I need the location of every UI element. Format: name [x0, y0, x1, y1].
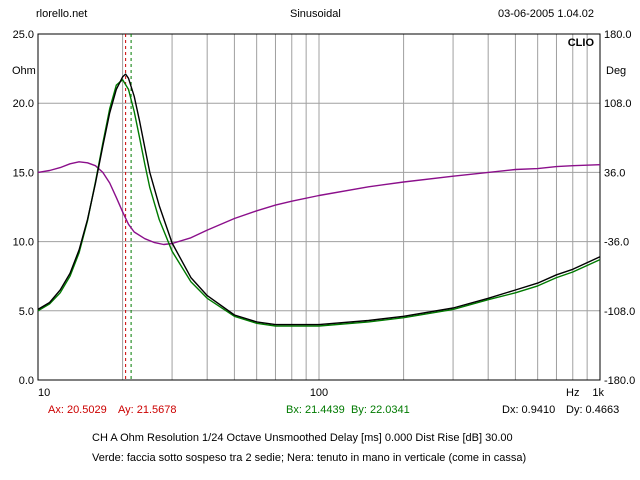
y-right-tick-label: -36.0 — [604, 237, 629, 249]
y-right-tick-label: -180.0 — [604, 375, 635, 387]
cursor-a-x: Ax: 20.5029 — [48, 404, 107, 416]
y-left-tick-label: 15.0 — [13, 167, 34, 179]
cursor-delta-x: Dx: 0.9410 — [502, 404, 556, 416]
y-left-tick-label: 25.0 — [13, 29, 34, 41]
header-left: rlorello.net — [36, 8, 88, 20]
y-right-tick-label: 36.0 — [604, 167, 625, 179]
header-center: Sinusoidal — [290, 8, 341, 20]
y-left-tick-label: 20.0 — [13, 98, 34, 110]
measurement-note: Verde: faccia sotto sospeso tra 2 sedie;… — [92, 452, 527, 464]
x-unit: Hz — [566, 387, 579, 399]
y-left-tick-label: 0.0 — [19, 375, 34, 387]
x-tick-label: 100 — [310, 387, 328, 399]
y-right-tick-label: 180.0 — [604, 29, 632, 41]
y-left-tick-label: 10.0 — [13, 237, 34, 249]
x-tick-label: 1k — [592, 387, 604, 399]
y-right-tick-label: -108.0 — [604, 306, 635, 318]
measurement-settings: CH A Ohm Resolution 1/24 Octave Unsmooth… — [92, 432, 513, 444]
y-right-unit: Deg — [606, 65, 626, 77]
plot-frame — [37, 33, 601, 381]
cursor-a-y: Ay: 21.5678 — [118, 404, 177, 416]
x-tick-label: 10 — [38, 387, 50, 399]
cursor-b-y: By: 22.0341 — [351, 404, 410, 416]
y-left-unit: Ohm — [12, 65, 36, 77]
y-left-tick-label: 5.0 — [19, 306, 34, 318]
cursor-b-x: Bx: 21.4439 — [286, 404, 345, 416]
y-right-tick-label: 108.0 — [604, 98, 632, 110]
cursor-delta-y: Dy: 0.4663 — [566, 404, 620, 416]
header-right: 03-06-2005 1.04.02 — [498, 8, 595, 20]
clio-brand: CLIO — [568, 37, 595, 49]
impedance-series-black — [37, 73, 601, 326]
